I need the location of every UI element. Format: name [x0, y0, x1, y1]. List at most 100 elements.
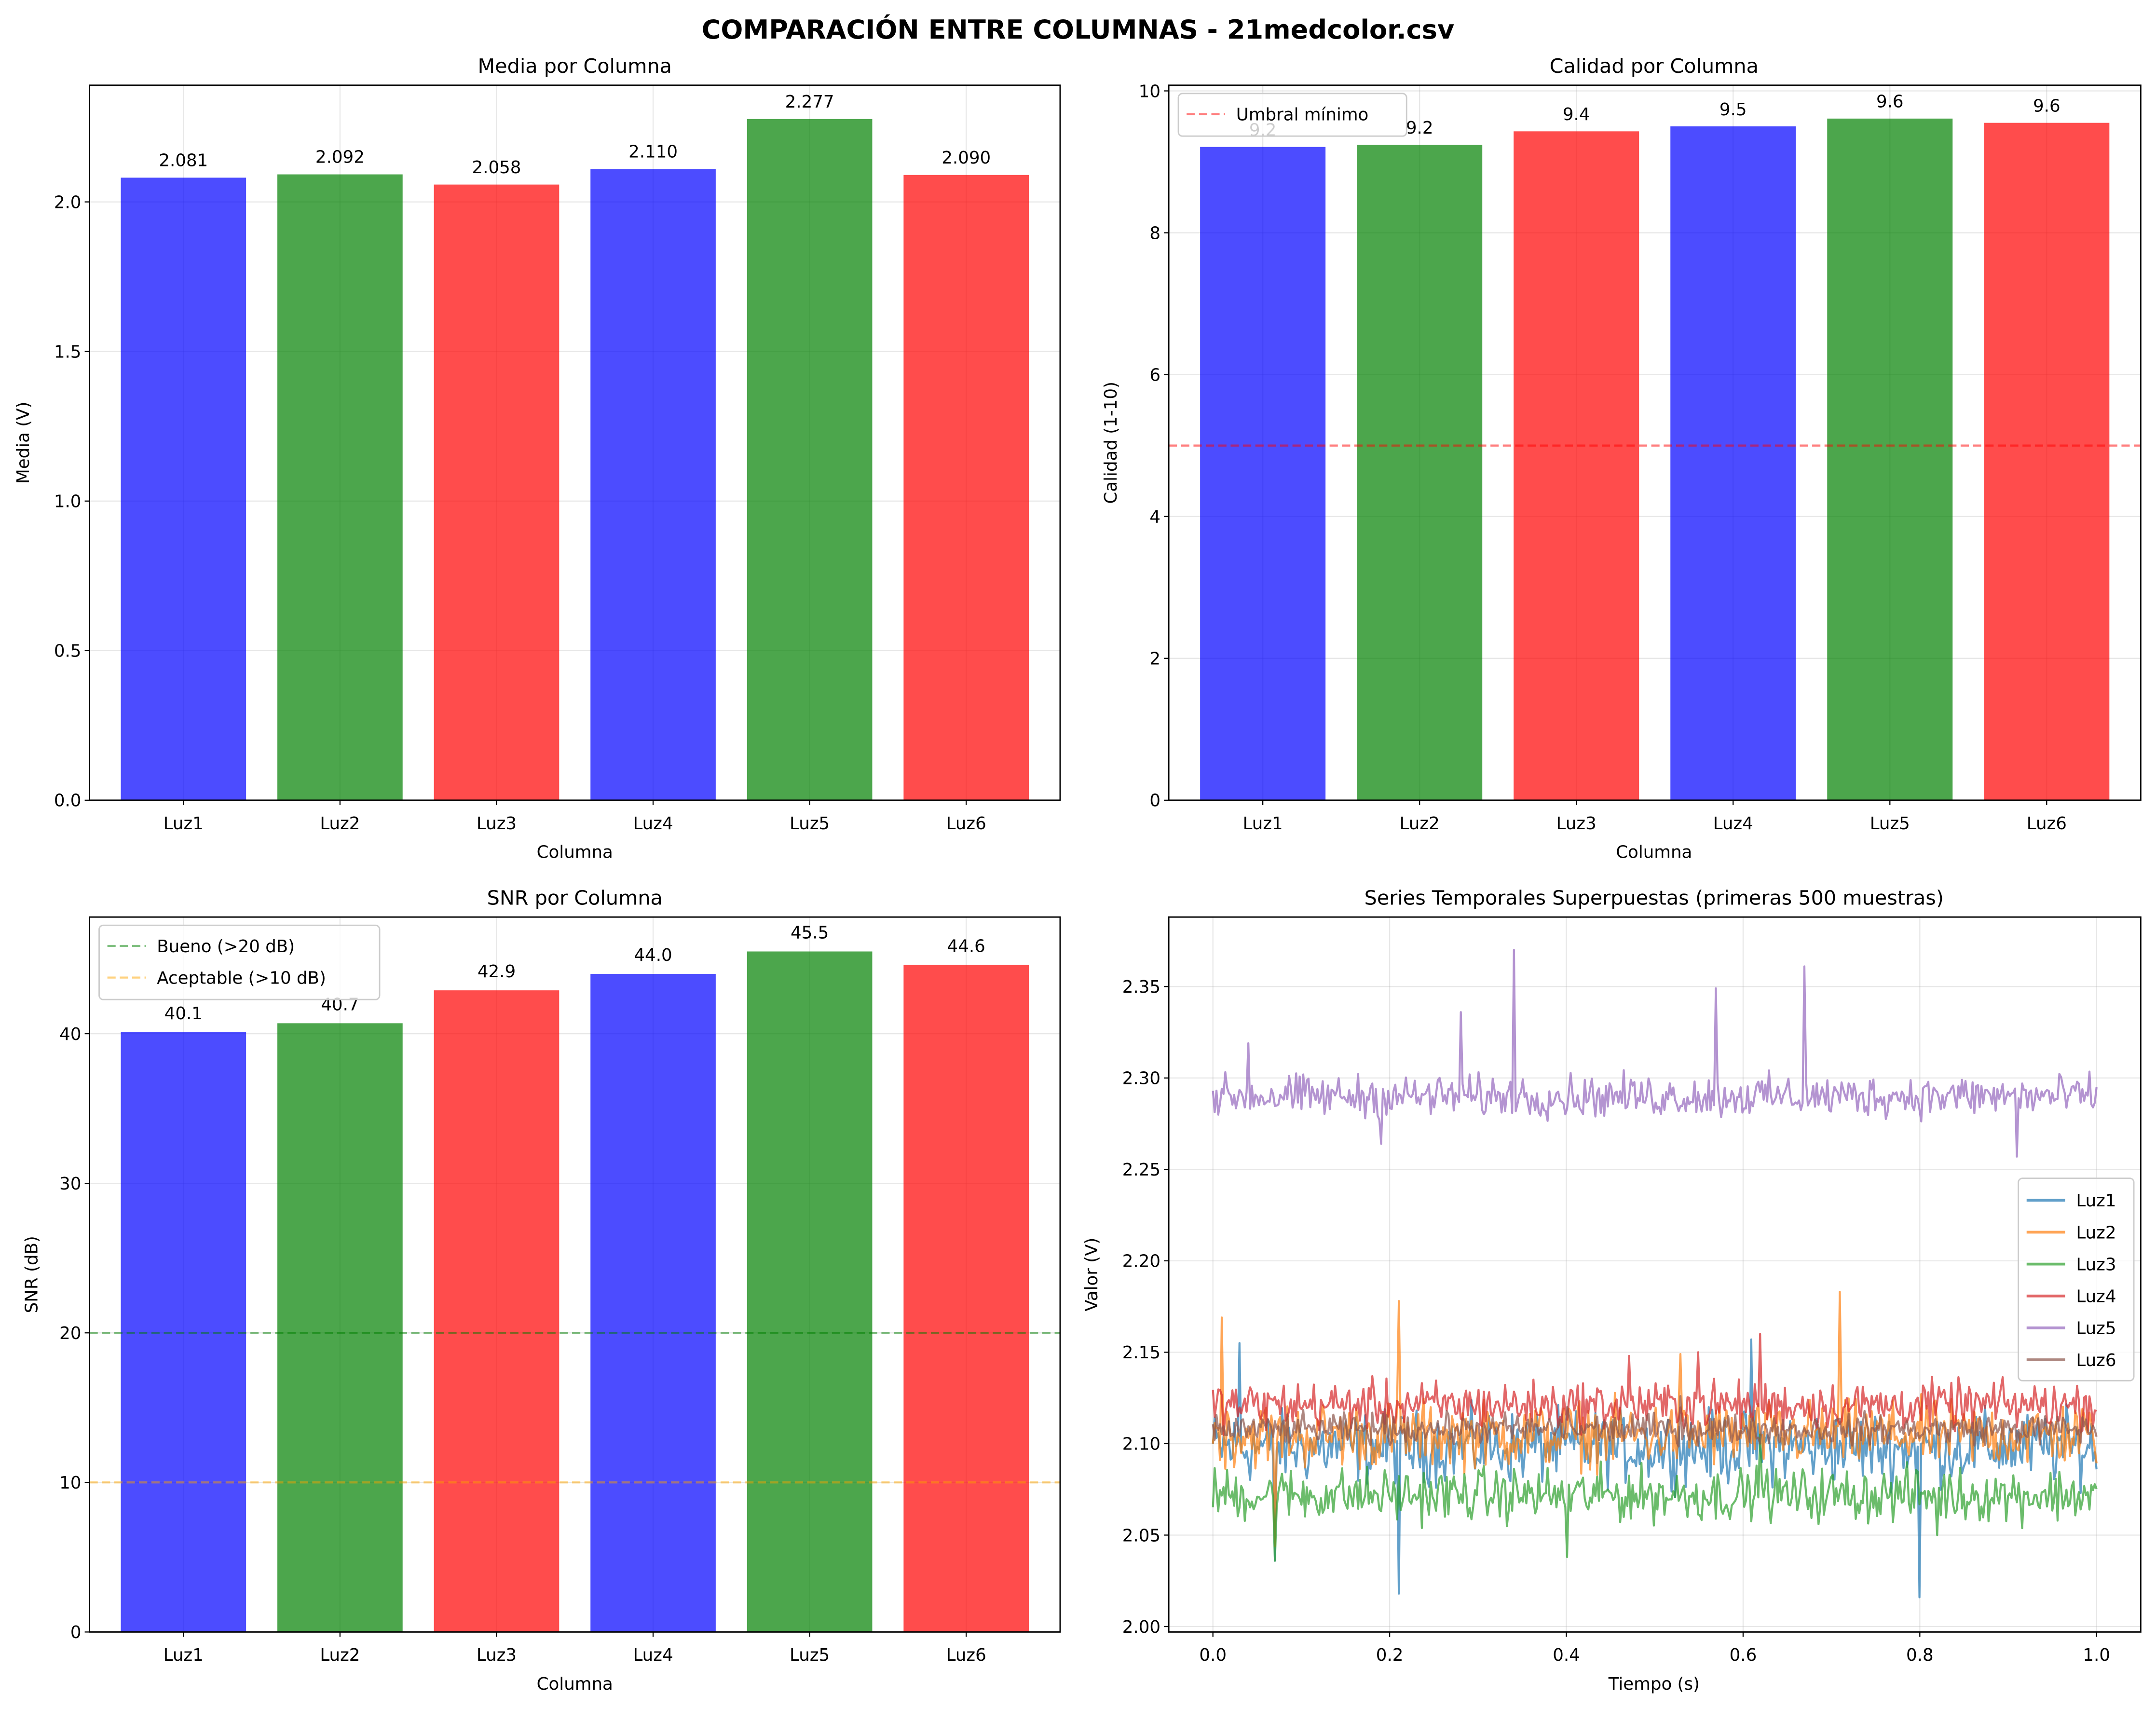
axes-frame [89, 84, 1061, 801]
bar-luz2 [1357, 145, 1483, 800]
y-tick-label: 20 [59, 1324, 81, 1343]
data-label: 2.081 [159, 151, 208, 171]
series-line-luz3 [1212, 1433, 2098, 1562]
panel-title: Calidad por Columna [1550, 55, 1759, 78]
panel-series: Series Temporales Superpuestas (primeras… [1082, 887, 2142, 1694]
x-axis-label: Tiempo (s) [1608, 1674, 1700, 1694]
bar-luz5 [1827, 118, 1953, 800]
y-tick-label: 0.0 [54, 791, 82, 811]
x-tick-label: Luz1 [164, 1645, 204, 1665]
bar-luz4 [590, 974, 716, 1632]
y-axis-label: Media (V) [14, 402, 33, 484]
x-ticks: Luz1 Luz2 Luz3 Luz4 Luz5 Luz6 [164, 1632, 986, 1665]
bar-luz6 [903, 175, 1029, 800]
x-axis-label: Columna [537, 1674, 613, 1694]
legend-label: Luz2 [2076, 1223, 2116, 1243]
legend-box [2018, 1177, 2135, 1381]
legend-label: Aceptable (>10 dB) [157, 968, 326, 988]
bar-luz3 [434, 184, 559, 800]
x-tick-label: 0.4 [1553, 1645, 1580, 1665]
bar-luz4 [590, 169, 716, 800]
series-line-luz6 [1212, 1395, 2098, 1448]
y-ticks: 0.0 0.5 1.0 1.5 2.0 [54, 192, 90, 811]
y-tick-label: 1.0 [54, 492, 82, 512]
legend-label: Bueno (>20 dB) [157, 937, 295, 957]
series-line-luz4 [1212, 1333, 2097, 1436]
y-tick-label: 0 [70, 1623, 82, 1642]
x-tick-label: Luz1 [1243, 814, 1283, 834]
y-tick-label: 4 [1149, 507, 1160, 527]
bar-luz3 [1514, 131, 1639, 800]
bar-luz1 [1200, 147, 1326, 800]
x-tick-label: Luz5 [790, 814, 830, 834]
data-label: 42.9 [478, 962, 516, 982]
y-axis-label: Valor (V) [1082, 1238, 1102, 1312]
y-tick-label: 2.25 [1122, 1160, 1160, 1180]
legend-label: Umbral mínimo [1236, 105, 1369, 124]
bar-luz4 [1670, 126, 1796, 800]
bar-luz3 [434, 990, 559, 1632]
bar-luz2 [277, 174, 403, 800]
series-line-luz1 [1212, 1338, 2098, 1599]
legend-label: Luz6 [2076, 1351, 2116, 1370]
x-tick-label: Luz1 [164, 814, 204, 834]
data-label: 9.5 [1719, 100, 1747, 120]
legend-label: Luz4 [2076, 1287, 2116, 1307]
y-tick-label: 2.35 [1122, 977, 1160, 997]
x-tick-label: 0.0 [1199, 1645, 1227, 1665]
axes-frame [1168, 84, 2142, 801]
panel-title: SNR por Columna [487, 887, 663, 910]
data-label: 2.092 [315, 148, 365, 167]
x-tick-label: Luz5 [790, 1645, 830, 1665]
y-tick-label: 1.5 [54, 342, 82, 362]
series-line-luz5 [1212, 949, 2098, 1158]
bar-luz5 [747, 119, 873, 800]
y-ticks: 0 2 4 6 8 10 [1139, 82, 1169, 811]
data-label: 2.058 [472, 158, 521, 178]
axes-frame [1168, 916, 2142, 1633]
bars [121, 119, 1029, 800]
y-tick-label: 40 [59, 1025, 81, 1044]
x-tick-label: Luz3 [477, 1645, 517, 1665]
y-tick-label: 10 [1139, 82, 1160, 101]
data-labels: 9.29.29.49.59.69.6 [1249, 92, 2060, 140]
y-tick-label: 2.0 [54, 192, 82, 212]
legend: Bueno (>20 dB) Aceptable (>10 dB) [98, 924, 381, 1000]
panel-title: Media por Columna [478, 55, 672, 78]
x-axis-label: Columna [1616, 843, 1692, 862]
x-tick-label: Luz4 [633, 1645, 673, 1665]
x-tick-label: Luz2 [320, 1645, 360, 1665]
y-tick-label: 2.20 [1122, 1252, 1160, 1271]
legend-label: Luz1 [2076, 1191, 2116, 1211]
axes-frame [89, 916, 1061, 1633]
bars [121, 951, 1029, 1632]
data-labels: 40.1 40.742.944.045.544.6 [164, 923, 985, 1024]
x-tick-label: Luz6 [946, 1645, 986, 1665]
x-tick-label: Luz4 [633, 814, 673, 834]
x-tick-label: 0.2 [1376, 1645, 1404, 1665]
x-tick-label: Luz6 [2027, 814, 2067, 834]
figure-title: COMPARACIÓN ENTRE COLUMNAS - 21medcolor.… [702, 14, 1455, 45]
y-tick-label: 30 [59, 1174, 81, 1194]
bar-luz6 [1984, 123, 2110, 800]
y-ticks: 2.00 2.05 2.10 2.15 2.20 2.25 2.30 2.35 [1122, 977, 1169, 1637]
x-tick-label: 0.6 [1730, 1645, 1757, 1665]
x-tick-label: Luz5 [1870, 814, 1910, 834]
panel-calidad: Calidad por Columna 0 2 4 6 8 10 Luz1 Luz2 Luz3… [1101, 55, 2142, 862]
bar-luz5 [747, 951, 873, 1632]
x-tick-label: Luz4 [1713, 814, 1753, 834]
legend: Umbral mínimo [1177, 93, 1407, 137]
x-tick-label: Luz2 [1400, 814, 1440, 834]
x-tick-label: 1.0 [2083, 1645, 2110, 1665]
y-tick-label: 10 [59, 1473, 81, 1493]
data-label: 44.6 [947, 937, 985, 957]
legend: Luz1 Luz2 Luz3 Luz4 Luz5 Luz6 [2018, 1177, 2135, 1381]
y-tick-label: 2.30 [1122, 1069, 1160, 1089]
grid [1169, 917, 2141, 1632]
x-tick-label: Luz3 [477, 814, 517, 834]
data-labels: 2.081 2.092 2.058 2.110 2.277 2.090 [159, 92, 991, 178]
y-tick-label: 2.10 [1122, 1435, 1160, 1454]
data-label: 2.110 [628, 142, 678, 162]
